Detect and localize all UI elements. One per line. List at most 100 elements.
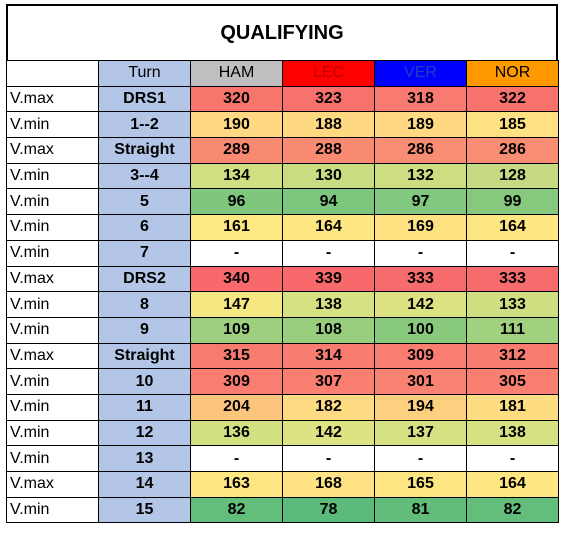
table-row: V.min 11 204 182 194 181	[6, 393, 559, 421]
header-driver-ver: VER	[374, 60, 467, 87]
speed-cell-ham: 82	[190, 496, 283, 524]
speed-cell-ham: 96	[190, 188, 283, 216]
speed-cell-nor: 82	[466, 496, 559, 524]
speed-cell-ham: 109	[190, 316, 283, 344]
speed-cell-ver: 100	[374, 316, 467, 344]
row-label: V.min	[6, 162, 99, 190]
table-row: V.min 5 96 94 97 99	[6, 188, 559, 216]
turn-cell: 7	[98, 239, 191, 267]
turn-cell: 11	[98, 393, 191, 421]
speed-cell-nor: 185	[466, 111, 559, 139]
speed-cell-ver: 142	[374, 291, 467, 318]
row-label: V.min	[6, 239, 99, 267]
row-label: V.min	[6, 188, 99, 216]
table-row: V.max Straight 289 288 286 286	[6, 137, 559, 164]
speed-cell-ham: 289	[190, 137, 283, 164]
header-label-cell	[6, 60, 99, 87]
speed-cell-nor: 286	[466, 137, 559, 164]
speed-cell-ham: 147	[190, 291, 283, 318]
speed-cell-nor: 99	[466, 188, 559, 216]
turn-cell: 1--2	[98, 111, 191, 139]
row-label: V.min	[6, 445, 99, 472]
speed-cell-nor: 333	[466, 265, 559, 293]
speed-cell-ver: 132	[374, 162, 467, 190]
speed-cell-lec: 339	[282, 265, 375, 293]
speed-cell-ver: 81	[374, 496, 467, 524]
turn-cell: DRS2	[98, 265, 191, 293]
row-label: V.max	[6, 137, 99, 164]
speed-cell-lec: 94	[282, 188, 375, 216]
speed-cell-lec: 130	[282, 162, 375, 190]
speed-cell-ver: 309	[374, 342, 467, 370]
header-driver-ham: HAM	[190, 60, 283, 87]
speed-cell-ver: 189	[374, 111, 467, 139]
speed-cell-lec: -	[282, 239, 375, 267]
speed-cell-ver: 318	[374, 85, 467, 113]
speed-cell-nor: 164	[466, 214, 559, 241]
row-label: V.min	[6, 316, 99, 344]
table-row: V.min 8 147 138 142 133	[6, 291, 559, 318]
header-turn: Turn	[98, 60, 191, 87]
speed-cell-lec: 164	[282, 214, 375, 241]
row-label: V.max	[6, 342, 99, 370]
turn-cell: 8	[98, 291, 191, 318]
speed-cell-ham: 136	[190, 419, 283, 447]
table-row: V.min 6 161 164 169 164	[6, 214, 559, 241]
turn-cell: 6	[98, 214, 191, 241]
table-row: V.min 3--4 134 130 132 128	[6, 162, 559, 190]
turn-cell: 10	[98, 368, 191, 395]
speed-cell-ver: -	[374, 445, 467, 472]
speed-cell-ver: 97	[374, 188, 467, 216]
turn-cell: DRS1	[98, 85, 191, 113]
speed-cell-nor: 128	[466, 162, 559, 190]
turn-cell: 12	[98, 419, 191, 447]
row-label: V.min	[6, 368, 99, 395]
speed-cell-lec: 288	[282, 137, 375, 164]
speed-cell-lec: 108	[282, 316, 375, 344]
speed-cell-nor: 111	[466, 316, 559, 344]
table-row: V.max Straight 315 314 309 312	[6, 342, 559, 370]
speed-cell-ham: 320	[190, 85, 283, 113]
speed-cell-ham: -	[190, 239, 283, 267]
row-label: V.min	[6, 291, 99, 318]
speed-cell-nor: 181	[466, 393, 559, 421]
speed-cell-lec: 142	[282, 419, 375, 447]
speed-cell-nor: 164	[466, 471, 559, 498]
speed-cell-nor: 305	[466, 368, 559, 395]
speed-cell-ver: 169	[374, 214, 467, 241]
speed-cell-ham: 190	[190, 111, 283, 139]
row-label: V.max	[6, 471, 99, 498]
speed-table: Turn HAM LEC VER NOR V.max DRS1 320 323 318 3…	[6, 60, 559, 524]
speed-cell-nor: 322	[466, 85, 559, 113]
turn-cell: 3--4	[98, 162, 191, 190]
speed-cell-ham: 340	[190, 265, 283, 293]
speed-cell-lec: 314	[282, 342, 375, 370]
turn-cell: 15	[98, 496, 191, 524]
table-row: V.min 12 136 142 137 138	[6, 419, 559, 447]
row-label: V.min	[6, 393, 99, 421]
turn-cell: Straight	[98, 137, 191, 164]
speed-cell-ham: 163	[190, 471, 283, 498]
speed-cell-ham: 161	[190, 214, 283, 241]
speed-cell-lec: -	[282, 445, 375, 472]
speed-cell-lec: 168	[282, 471, 375, 498]
speed-cell-nor: 312	[466, 342, 559, 370]
speed-cell-lec: 182	[282, 393, 375, 421]
table-row: V.min 7- - - -	[6, 239, 559, 267]
table-row: V.min 15 82 78 81 82	[6, 496, 559, 524]
turn-cell: 14	[98, 471, 191, 498]
speed-cell-ver: 333	[374, 265, 467, 293]
row-label: V.max	[6, 85, 99, 113]
speed-cell-lec: 138	[282, 291, 375, 318]
table-row: V.min 9 109 108 100 111	[6, 316, 559, 344]
speed-cell-ham: 309	[190, 368, 283, 395]
speed-cell-lec: 323	[282, 85, 375, 113]
speed-cell-ham: 204	[190, 393, 283, 421]
table-body: V.max DRS1 320 323 318 322 V.min 1--2 190 188 189 1…	[6, 85, 559, 524]
row-label: V.max	[6, 265, 99, 293]
speed-cell-ver: 301	[374, 368, 467, 395]
speed-cell-nor: -	[466, 239, 559, 267]
speed-cell-ver: -	[374, 239, 467, 267]
speed-cell-ham: -	[190, 445, 283, 472]
turn-cell: 9	[98, 316, 191, 344]
